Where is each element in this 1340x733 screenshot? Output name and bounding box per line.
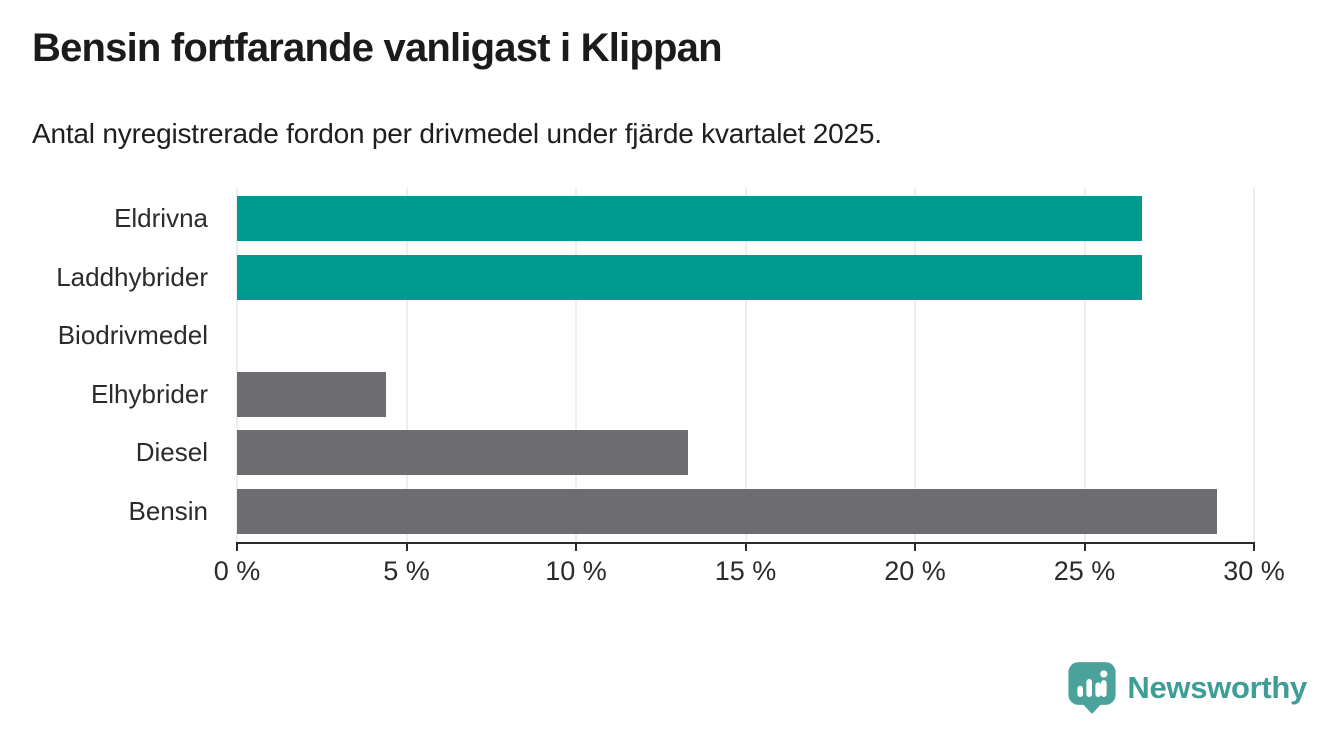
x-tick-label-25: 25 % (1053, 556, 1116, 586)
x-tick-label-30: 30 % (1223, 556, 1285, 586)
gridline-10 (575, 188, 577, 542)
axis-tick-10 (575, 542, 577, 551)
gridline-25 (1084, 188, 1085, 542)
axis-tick-30 (1253, 542, 1255, 551)
axis-tick-20 (914, 542, 916, 551)
axis-tick-25 (1083, 542, 1086, 551)
bar-bensin (237, 489, 1217, 534)
chart-subtitle: Antal nyregistrerade fordon per drivmede… (32, 118, 882, 149)
axis-tick-5 (405, 542, 408, 551)
speech-bubble-bar-chart-icon (1068, 662, 1117, 714)
gridline-15 (745, 188, 746, 542)
bar-eldrivna (237, 196, 1143, 241)
newsworthy-logo-text: Newsworthy (1127, 670, 1307, 705)
x-tick-label-0: 0 % (213, 556, 261, 586)
gridline-0 (236, 188, 238, 542)
bar-elhybrider (237, 371, 387, 417)
x-tick-label-20: 20 % (884, 556, 946, 586)
x-tick-label-5: 5 % (383, 556, 430, 586)
x-tick-label-15: 15 % (714, 556, 777, 586)
axis-tick-15 (744, 542, 747, 551)
bar-diesel (237, 430, 688, 476)
category-label-bensin: Bensin (128, 496, 209, 526)
category-label-laddhybrider: Laddhybrider (56, 261, 208, 292)
bar-laddhybrider (237, 254, 1143, 300)
axis-tick-0 (236, 542, 238, 551)
gridline-5 (406, 188, 407, 542)
category-label-biodrivmedel: Biodrivmedel (57, 320, 208, 351)
category-labels: Eldrivna Laddhybrider Biodrivmedel Elhybrid… (0, 188, 222, 542)
plot-area (236, 188, 1255, 551)
category-label-elhybrider: Elhybrider (90, 378, 208, 409)
x-tick-labels: 0 % 5 % 10 % 15 % 20 % 25 % 30 % (0, 556, 1340, 590)
x-tick-label-10: 10 % (545, 556, 607, 586)
chart-title: Bensin fortfarande vanligast i Klippan (32, 26, 723, 70)
newsworthy-logo: Newsworthy (1067, 661, 1307, 715)
category-label-diesel: Diesel (135, 437, 208, 468)
gridline-20 (914, 188, 916, 542)
gridline-30 (1253, 188, 1255, 542)
category-label-eldrivna: Eldrivna (114, 203, 208, 233)
